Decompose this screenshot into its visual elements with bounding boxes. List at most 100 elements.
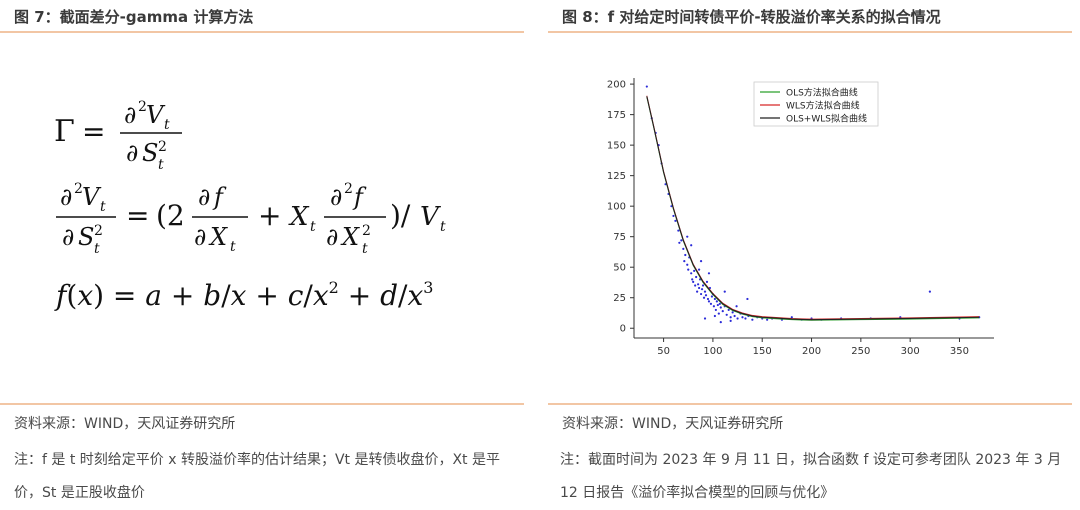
formula-second-derivative: ∂ 2 V t ∂ S 2 t = (2 ∂ f ∂ X t + X t ∂	[56, 181, 446, 257]
scatter-point	[751, 318, 754, 321]
svg-text:S: S	[78, 223, 94, 251]
svg-text:2: 2	[94, 223, 103, 239]
figure-7-source: 资料来源：WIND，天风证券研究所	[14, 416, 236, 432]
fit-line-1	[646, 96, 980, 321]
scatter-point	[674, 219, 677, 222]
svg-text:2: 2	[158, 139, 167, 155]
figure-8-note: 注：截面时间为 2023 年 9 月 11 日，拟合函数 f 设定可参考团队 2…	[560, 452, 1062, 501]
scatter-point	[677, 229, 680, 232]
scatter-point	[707, 272, 711, 275]
scatter-point	[686, 235, 689, 238]
svg-text:V: V	[420, 202, 441, 232]
svg-text:=: =	[82, 115, 105, 148]
svg-text:t: t	[100, 199, 106, 215]
scatter-point	[701, 284, 705, 287]
y-tick-label: 100	[607, 202, 626, 213]
svg-text:(2: (2	[156, 199, 185, 232]
svg-text:∂: ∂	[124, 101, 136, 129]
svg-text:t: t	[310, 219, 316, 235]
svg-text:t: t	[94, 241, 100, 257]
scatter-point	[710, 295, 714, 298]
scatter-point	[719, 306, 722, 309]
scatter-point	[703, 317, 707, 320]
scatter-point	[678, 241, 681, 244]
scatter-point	[928, 290, 931, 293]
svg-text:t: t	[362, 241, 368, 257]
legend-label: OLS+WLS拟合曲线	[786, 113, 867, 125]
fit-line-2	[646, 95, 980, 320]
svg-text:f(x) = a + b/x + c/x2 + d/x3: f(x) = a + b/x + c/x2 + d/x3	[54, 278, 433, 312]
scatter-point	[746, 297, 749, 301]
scatter-point	[699, 259, 703, 263]
svg-text:f: f	[352, 183, 367, 211]
y-tick-label: 150	[607, 141, 626, 152]
svg-text:∂: ∂	[326, 223, 338, 251]
scatter-point	[741, 316, 744, 319]
y-tick-label: 25	[613, 293, 626, 304]
scatter-point	[713, 297, 716, 301]
svg-text:V: V	[146, 101, 166, 129]
x-tick-label: 150	[753, 346, 772, 357]
legend-box	[753, 81, 879, 127]
svg-text:t: t	[158, 157, 164, 173]
scatter-point	[699, 292, 703, 296]
scatter-point	[695, 275, 698, 279]
scatter-point	[716, 303, 719, 307]
y-tick-label: 0	[620, 324, 626, 335]
scatter-point	[727, 308, 730, 312]
x-tick-label: 350	[950, 346, 969, 357]
svg-text:2: 2	[138, 99, 147, 115]
svg-text:+: +	[258, 199, 281, 232]
figure-8-source: 资料来源：WIND，天风证券研究所	[562, 416, 784, 432]
title-rule	[0, 31, 524, 33]
scatter-point	[723, 290, 726, 293]
fit-line-3	[646, 96, 980, 321]
svg-text:t: t	[230, 239, 236, 255]
scatter-point	[694, 284, 697, 287]
svg-text:∂: ∂	[194, 223, 206, 251]
scatter-point	[702, 296, 706, 299]
scatter-point	[744, 317, 747, 320]
fit-chart: 50 100 150 200 250 300 350 0 25 50 75 100 125 150 175 2…	[548, 0, 1073, 400]
scatter-point	[721, 310, 724, 313]
svg-text:∂: ∂	[198, 183, 210, 211]
scatter-point	[731, 311, 734, 314]
svg-text:f: f	[212, 183, 227, 211]
svg-text:t: t	[440, 219, 446, 235]
scatter-point	[712, 305, 715, 308]
chart-svg: 50 100 150 200 250 300 350 0 25 50 75 100 125 150 175 2…	[607, 78, 994, 357]
svg-text:X: X	[208, 223, 228, 251]
scatter-point	[691, 278, 694, 281]
y-tick-label: 50	[613, 263, 626, 274]
svg-text:X: X	[340, 223, 360, 251]
figure-8-panel: 图 8：f 对给定时间转债平价-转股溢价率关系的拟合情况 50 100 150 200…	[548, 0, 1073, 510]
scatter-point	[714, 308, 717, 312]
scatter-point	[790, 316, 793, 319]
source-rule	[548, 403, 1072, 405]
figure-8-title: 图 8：f 对给定时间转债平价-转股溢价率关系的拟合情况	[562, 8, 941, 26]
legend-label: WLS方法拟合曲线	[786, 100, 860, 112]
svg-text:t: t	[164, 117, 170, 133]
svg-text:2: 2	[344, 181, 353, 197]
scatter-point	[696, 290, 699, 293]
scatter-point	[692, 280, 695, 283]
scatter-point	[725, 313, 728, 316]
y-tick-label: 200	[607, 80, 626, 91]
figure-7-note: 注：f 是 t 时刻给定平价 x 转股溢价率的估计结果；Vt 是转债收盘价，Xt…	[14, 452, 500, 501]
scatter-point	[719, 321, 722, 324]
svg-text:∂: ∂	[62, 223, 74, 251]
scatter-point	[703, 290, 707, 293]
scatter-point	[697, 283, 700, 286]
scatter-point	[729, 319, 732, 323]
gamma-formulas: Γ = ∂ 2 V t ∂ S 2 t ∂ 2 V t ∂ S 2	[52, 95, 492, 335]
svg-text:V: V	[82, 183, 102, 211]
svg-text:∂: ∂	[330, 183, 342, 211]
figure-7-panel: 图 7：截面差分-gamma 计算方法 Γ = ∂ 2 V t ∂ S 2 t …	[0, 0, 525, 510]
y-tick-label: 175	[607, 110, 626, 121]
scatter-point	[645, 85, 648, 88]
x-tick-label: 50	[657, 346, 670, 357]
scatter-point	[683, 259, 686, 263]
scatter-point	[766, 318, 769, 321]
x-tick-label: 200	[802, 346, 821, 357]
y-tick-label: 75	[613, 232, 626, 243]
